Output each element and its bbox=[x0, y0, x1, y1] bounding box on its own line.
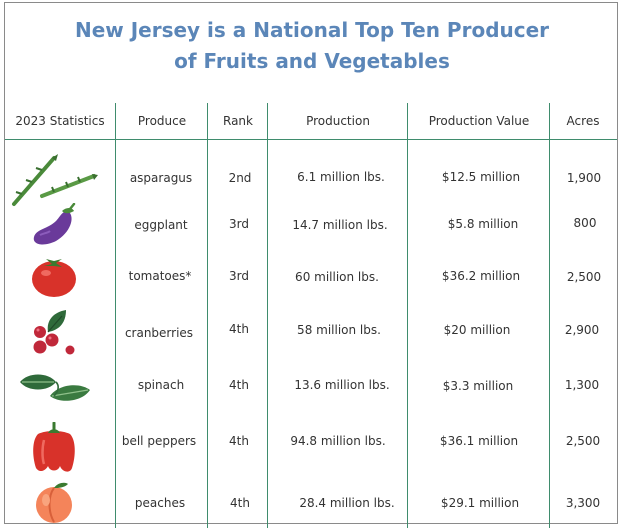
cell-rank: 2nd bbox=[228, 171, 252, 185]
cell-production-value: $5.8 million bbox=[447, 217, 519, 231]
cell-acres: 2,500 bbox=[565, 434, 601, 448]
column-divider bbox=[267, 103, 268, 528]
cell-production-value: $20 million bbox=[443, 323, 511, 337]
column-divider bbox=[115, 103, 116, 528]
cell-acres: 3,300 bbox=[565, 496, 601, 510]
page-title: New Jersey is a National Top Ten Produce… bbox=[5, 15, 619, 77]
cell-production: 60 million lbs. bbox=[295, 270, 379, 284]
cell-acres: 1,300 bbox=[564, 378, 600, 392]
header-production: Production bbox=[306, 114, 370, 128]
asparagus-icon bbox=[12, 154, 98, 206]
cell-produce: asparagus bbox=[129, 171, 193, 185]
cell-acres: 1,900 bbox=[566, 171, 602, 185]
column-divider bbox=[407, 103, 408, 528]
cell-production: 14.7 million lbs. bbox=[292, 218, 388, 232]
header-divider bbox=[5, 139, 617, 140]
cell-rank: 3rd bbox=[229, 217, 249, 231]
title-line-2: of Fruits and Vegetables bbox=[174, 49, 450, 73]
cell-production: 28.4 million lbs. bbox=[299, 496, 395, 510]
header-stats: 2023 Statistics bbox=[15, 114, 105, 128]
cell-production: 58 million lbs. bbox=[297, 323, 381, 337]
column-divider bbox=[207, 103, 208, 528]
cell-rank: 4th bbox=[230, 496, 250, 510]
cell-produce: tomatoes* bbox=[128, 269, 192, 283]
cell-acres: 800 bbox=[573, 216, 597, 230]
cell-rank: 4th bbox=[229, 378, 249, 392]
cell-production: 13.6 million lbs. bbox=[294, 378, 390, 392]
tomato-icon bbox=[32, 259, 76, 297]
cell-production-value: $3.3 million bbox=[442, 379, 514, 393]
cell-production-value: $36.2 million bbox=[441, 269, 521, 283]
cell-produce: bell peppers bbox=[121, 434, 197, 448]
cell-production-value: $29.1 million bbox=[440, 496, 520, 510]
cell-production: 6.1 million lbs. bbox=[297, 170, 385, 184]
header-rank: Rank bbox=[223, 114, 253, 128]
header-produce: Produce bbox=[137, 114, 187, 128]
peach-icon bbox=[36, 482, 72, 523]
column-divider bbox=[549, 103, 550, 528]
title-line-1: New Jersey is a National Top Ten Produce… bbox=[74, 18, 550, 42]
cell-produce: peaches bbox=[134, 496, 186, 510]
cell-production: 94.8 million lbs. bbox=[290, 434, 386, 448]
spinach-icon bbox=[20, 374, 90, 401]
cell-acres: 2,500 bbox=[566, 270, 602, 284]
infographic-frame: New Jersey is a National Top Ten Produce… bbox=[4, 2, 618, 524]
cranberries-icon bbox=[33, 310, 75, 355]
header-acres: Acres bbox=[566, 114, 600, 128]
header-production-value: Production Value bbox=[428, 114, 530, 128]
cell-production-value: $36.1 million bbox=[439, 434, 519, 448]
cell-produce: cranberries bbox=[124, 326, 194, 340]
cell-produce: spinach bbox=[137, 378, 185, 392]
bell-pepper-icon bbox=[33, 422, 75, 472]
cell-produce: eggplant bbox=[134, 218, 188, 232]
cell-production-value: $12.5 million bbox=[441, 170, 521, 184]
cell-rank: 4th bbox=[229, 434, 249, 448]
cell-rank: 4th bbox=[229, 322, 249, 336]
cell-rank: 3rd bbox=[229, 269, 249, 283]
cell-acres: 2,900 bbox=[564, 323, 600, 337]
eggplant-icon bbox=[33, 203, 76, 245]
